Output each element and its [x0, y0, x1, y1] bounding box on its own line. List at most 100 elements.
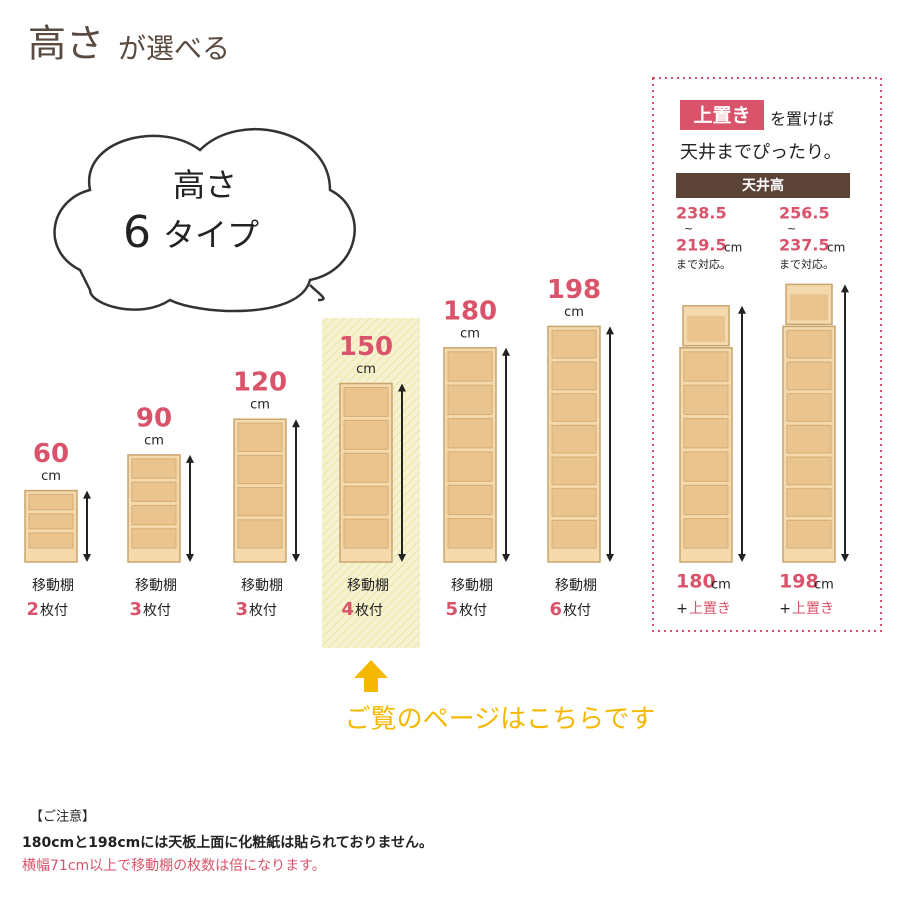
title-main: 高さ	[28, 22, 104, 66]
shelf-compartment	[786, 329, 832, 359]
shelf-compartment	[131, 504, 177, 526]
shelf-compartment	[343, 419, 389, 450]
shelf-compartment	[786, 488, 832, 517]
shelf-compartment	[131, 481, 177, 502]
shelf-compartment	[28, 494, 74, 511]
range-bottom: 219.5	[676, 236, 727, 255]
shelf-compartment	[551, 456, 597, 486]
shelf-compartment	[786, 456, 832, 486]
height-unit: cm	[144, 433, 164, 448]
base-height: 198	[779, 571, 819, 593]
range-note: まで対応。	[779, 257, 834, 271]
addon: 上置き	[792, 601, 834, 617]
arrow-up	[354, 660, 388, 692]
range-top: 256.5	[779, 204, 830, 223]
base-unit: cm	[814, 578, 834, 593]
height-value: 60	[33, 439, 69, 469]
shelf-label: 移動棚	[32, 578, 74, 594]
count-unit: 枚付	[40, 603, 68, 619]
shelf-compartment	[343, 518, 389, 549]
shelf-label: 移動棚	[347, 578, 389, 594]
shelf-compartment	[683, 351, 729, 382]
notice-title: 【ご注意】	[30, 809, 95, 825]
height-unit: cm	[356, 362, 376, 377]
shelf-compartment	[447, 484, 493, 516]
plus: +	[676, 601, 688, 617]
shelf-compartment	[237, 454, 283, 485]
callout: ご覧のページはこちらです	[345, 705, 656, 735]
count: 3	[129, 599, 142, 620]
shelf-compartment	[237, 422, 283, 452]
count: 3	[235, 599, 248, 620]
height-value: 120	[233, 368, 287, 398]
height-unit: cm	[41, 469, 61, 484]
range-top: 238.5	[676, 204, 727, 223]
shelf-compartment	[683, 418, 729, 449]
count-unit: 枚付	[249, 603, 277, 619]
height-unit: cm	[250, 398, 270, 413]
extension-line2: 天井までぴったり。	[680, 142, 842, 163]
range-note: まで対応。	[676, 257, 731, 271]
height-value: 90	[136, 403, 172, 433]
shelf-label: 移動棚	[241, 578, 283, 594]
base-height: 180	[676, 571, 716, 593]
ceiling-header: 天井高	[742, 177, 784, 194]
notice-line1: 180cmと198cmには天板上面に化粧紙は貼られておりません。	[22, 834, 433, 851]
height-value: 150	[339, 332, 393, 362]
shelf-compartment	[237, 519, 283, 549]
shelf-compartment	[551, 424, 597, 454]
count: 5	[445, 599, 458, 620]
top-unit-back	[687, 315, 725, 342]
shelf-compartment	[237, 487, 283, 517]
shelf-compartment	[447, 384, 493, 416]
range-bottom: 237.5	[779, 236, 830, 255]
count-unit: 枚付	[355, 603, 383, 619]
badge-rest: を置けば	[770, 110, 834, 129]
shelf-compartment	[343, 485, 389, 516]
addon: 上置き	[689, 601, 731, 617]
shelf-compartment	[786, 393, 832, 422]
shelf-compartment	[551, 393, 597, 422]
title-rest: が選べる	[118, 32, 230, 65]
shelf-compartment	[551, 329, 597, 359]
height-value: 198	[547, 275, 601, 305]
shelf-label: 移動棚	[555, 578, 597, 594]
count-unit: 枚付	[143, 603, 171, 619]
count-unit: 枚付	[459, 603, 487, 619]
shelf-compartment	[343, 387, 389, 417]
shelf-compartment	[683, 451, 729, 482]
ceiling-header-bg	[676, 173, 850, 198]
height-unit: cm	[564, 305, 584, 320]
cloud	[53, 128, 356, 313]
count-unit: 枚付	[563, 603, 591, 619]
shelf-label: 移動棚	[451, 578, 493, 594]
top-unit-back	[790, 294, 828, 321]
shelf-compartment	[28, 513, 74, 530]
shelf-compartment	[28, 532, 74, 549]
range-unit: cm	[724, 241, 742, 255]
count: 4	[341, 599, 354, 620]
height-unit: cm	[460, 326, 480, 341]
count: 2	[26, 599, 39, 620]
shelf-compartment	[447, 451, 493, 482]
cloud-unit: タイプ	[163, 216, 259, 254]
shelf-compartment	[683, 484, 729, 516]
shelf-compartment	[683, 384, 729, 416]
shelf-compartment	[551, 361, 597, 391]
plus: +	[779, 601, 791, 617]
shelf-compartment	[131, 458, 177, 479]
height-value: 180	[443, 296, 497, 326]
shelf-compartment	[786, 424, 832, 454]
range-unit: cm	[827, 241, 845, 255]
cloud-line1: 高さ	[173, 166, 237, 204]
shelf-compartment	[447, 418, 493, 449]
shelf-compartment	[343, 452, 389, 483]
shelf-compartment	[551, 519, 597, 549]
shelf-compartment	[786, 361, 832, 391]
range-tilde: ~	[787, 222, 796, 235]
shelf-compartment	[551, 488, 597, 517]
shelf-compartment	[131, 528, 177, 549]
arrow-head	[83, 490, 91, 562]
